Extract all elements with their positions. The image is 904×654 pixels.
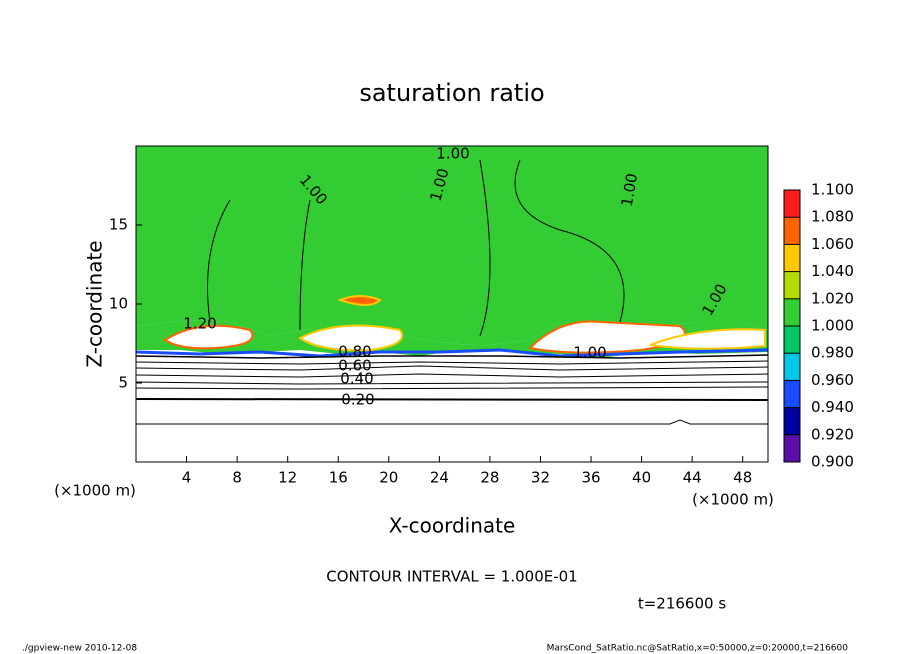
contour-label: 1.00 bbox=[618, 172, 642, 208]
y-tick-label: 10 bbox=[109, 295, 128, 313]
supersaturation-patch bbox=[337, 295, 382, 306]
contour-label: 1.20 bbox=[183, 315, 216, 333]
contour-interval: CONTOUR INTERVAL = 1.000E-01 bbox=[326, 568, 577, 586]
colorbar-band bbox=[784, 434, 800, 462]
contour-line bbox=[136, 419, 768, 425]
contour-label: 1.00 bbox=[573, 344, 606, 362]
chart-title: saturation ratio bbox=[359, 79, 544, 107]
contour-line bbox=[135, 360, 769, 365]
x-tick-label: 4 bbox=[182, 469, 192, 487]
colorbar-band bbox=[784, 353, 800, 381]
y-tick-label: 5 bbox=[118, 374, 128, 392]
colorbar-tick-label: 1.000 bbox=[811, 317, 854, 335]
colorbar-band bbox=[784, 298, 800, 326]
contour-label: 0.80 bbox=[338, 343, 371, 361]
colorbar-band bbox=[784, 244, 800, 272]
x-tick-label: 28 bbox=[480, 469, 499, 487]
colorbar-tick-label: 1.020 bbox=[811, 289, 854, 307]
x-unit: (×1000 m) bbox=[692, 491, 774, 509]
contour-line bbox=[135, 354, 769, 359]
colorbar-tick-label: 1.040 bbox=[811, 262, 854, 280]
colorbar-tick-label: 1.060 bbox=[811, 235, 854, 253]
colorbar-band bbox=[784, 326, 800, 354]
x-tick-label: 44 bbox=[683, 469, 702, 487]
supersaturated-region bbox=[136, 146, 768, 346]
x-tick-label: 20 bbox=[379, 469, 398, 487]
colorbar-tick-label: 0.900 bbox=[811, 453, 854, 471]
blue-edge bbox=[135, 348, 769, 358]
colorbar-band bbox=[784, 190, 800, 218]
footer-left: ./gpview-new 2010-12-08 bbox=[22, 644, 137, 654]
footer-right: MarsCond_SatRatio.nc@SatRatio,x=0:50000,… bbox=[547, 644, 849, 654]
contour-line bbox=[135, 381, 769, 385]
x-tick-label: 40 bbox=[632, 469, 651, 487]
contour-line bbox=[135, 365, 769, 371]
x-tick-label: 32 bbox=[531, 469, 550, 487]
contour-label: 0.20 bbox=[341, 391, 374, 409]
colorbar-band bbox=[784, 380, 800, 408]
colorbar-tick-label: 0.980 bbox=[811, 344, 854, 362]
contour-label: 1.00 bbox=[436, 145, 469, 163]
colorbar-tick-label: 0.920 bbox=[811, 425, 854, 443]
y-unit: (×1000 m) bbox=[54, 482, 136, 500]
field bbox=[135, 145, 769, 463]
cloud bbox=[649, 328, 766, 350]
colorbar-tick-label: 0.940 bbox=[811, 398, 854, 416]
x-tick-label: 16 bbox=[329, 469, 348, 487]
colorbar-tick-label: 1.100 bbox=[811, 181, 854, 199]
cloud bbox=[163, 324, 254, 350]
x-axis-label: X-coordinate bbox=[389, 514, 516, 538]
x-tick-label: 8 bbox=[232, 469, 242, 487]
contour-line bbox=[135, 386, 769, 390]
time-label: t=216600 s bbox=[638, 595, 726, 613]
contour-line bbox=[135, 373, 769, 378]
colorbar-band bbox=[784, 271, 800, 299]
colorbar-tick-label: 0.960 bbox=[811, 371, 854, 389]
x-tick-label: 12 bbox=[278, 469, 297, 487]
contour-label: 0.40 bbox=[340, 370, 373, 388]
x-tick-label: 24 bbox=[430, 469, 449, 487]
x-tick-label: 36 bbox=[581, 469, 600, 487]
x-tick-label: 48 bbox=[733, 469, 752, 487]
y-axis-label: Z-coordinate bbox=[83, 240, 107, 367]
contour-line bbox=[207, 159, 625, 337]
contour-label: 0.60 bbox=[338, 357, 371, 375]
colorbar-tick-label: 1.080 bbox=[811, 208, 854, 226]
colorbar-band bbox=[784, 217, 800, 245]
y-tick-label: 15 bbox=[109, 216, 128, 234]
contour-line bbox=[135, 398, 769, 401]
colorbar-band bbox=[784, 407, 800, 435]
cloud bbox=[298, 324, 403, 352]
